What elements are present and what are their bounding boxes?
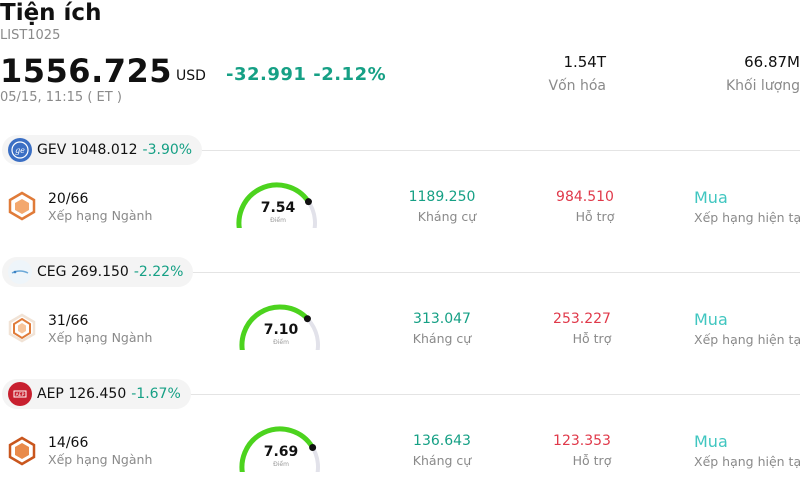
industry-rank-label: Xếp hạng Ngành [48,452,153,467]
industry-rank-value: 20/66 [48,191,89,207]
rank-hexagon-icon [8,436,36,466]
score-value: 7.54 [260,200,296,216]
ticker: GEV 1048.012 [37,142,138,158]
rank-hexagon-icon [8,313,36,343]
index-code: LIST1025 [0,28,61,43]
gauge-fill [239,426,316,472]
support-label: Hỗ trợ [575,209,615,224]
page-title: Tiện ích [0,0,102,26]
market-cap-label: Vốn hóa [548,78,606,94]
resistance-label: Kháng cự [417,209,477,224]
index-price: 1556.725 [0,52,173,90]
industry-rank-label: Xếp hạng Ngành [48,330,153,345]
stock-chip-gev[interactable]: ge GEV 1048.012 -3.90% [2,135,203,165]
change-percent: -2.12% [313,64,387,85]
resistance-value: 1189.250 [408,189,476,205]
row-divider [188,272,800,273]
support-value: 253.227 [553,311,611,327]
gauge-marker [304,198,312,206]
industry-rank-value: 31/66 [48,313,89,329]
stock-chip-aep[interactable]: AEP AEP 126.450 -1.67% [2,379,191,409]
gauge-fill [239,304,310,350]
industry-rank-value: 14/66 [48,435,89,451]
resistance-label: Kháng cự [412,331,472,346]
row-divider [196,150,800,151]
support-value: 984.510 [556,189,614,205]
resistance-value: 136.643 [413,433,471,449]
rating-value: Mua [694,310,728,329]
score-value: 7.69 [263,444,299,460]
row-divider [186,394,800,395]
gauge-fill [236,182,311,228]
rank-hexagon-icon [8,191,36,221]
support-value: 123.353 [553,433,611,449]
gauge-marker [309,444,317,452]
ticker: CEG 269.150 [37,264,129,280]
svg-text:ge: ge [15,146,25,155]
index-change: -32.991 -2.12% [226,64,386,85]
rating-value: Mua [694,188,728,207]
support-label: Hỗ trợ [572,453,612,468]
ticker: AEP 126.450 [37,386,127,402]
score-label: Điểm [270,217,286,224]
gauge-marker [303,315,311,323]
aep-logo-icon: AEP [8,382,32,406]
score-value: 7.10 [263,322,299,338]
support-label: Hỗ trợ [572,331,612,346]
currency-label: USD [176,68,206,84]
volume-label: Khối lượng [725,78,800,94]
score-gauge [239,304,320,350]
score-label: Điểm [273,461,289,468]
rating-label: Xếp hạng hiện tại [694,454,800,469]
svg-text:AEP: AEP [16,392,25,398]
ticker-change: -3.90% [142,142,193,158]
ticker-change: -2.22% [133,264,184,280]
score-gauge [239,426,320,472]
change-value: -32.991 [226,64,307,85]
market-cap-value: 1.54T [563,53,606,71]
rating-label: Xếp hạng hiện tại [694,210,800,225]
score-gauge [236,182,317,228]
stock-chip-ceg[interactable]: CEG 269.150 -2.22% [2,257,194,287]
industry-rank-label: Xếp hạng Ngành [48,208,153,223]
rating-value: Mua [694,432,728,451]
resistance-value: 313.047 [413,311,471,327]
ceg-logo-icon [8,260,32,284]
timestamp: 05/15, 11:15 ( ET ) [0,90,122,105]
ge-logo-icon: ge [8,138,32,162]
volume-value: 66.87M [744,53,800,71]
resistance-label: Kháng cự [412,453,472,468]
rating-label: Xếp hạng hiện tại [694,332,800,347]
score-label: Điểm [273,339,289,346]
ticker-change: -1.67% [131,386,181,402]
